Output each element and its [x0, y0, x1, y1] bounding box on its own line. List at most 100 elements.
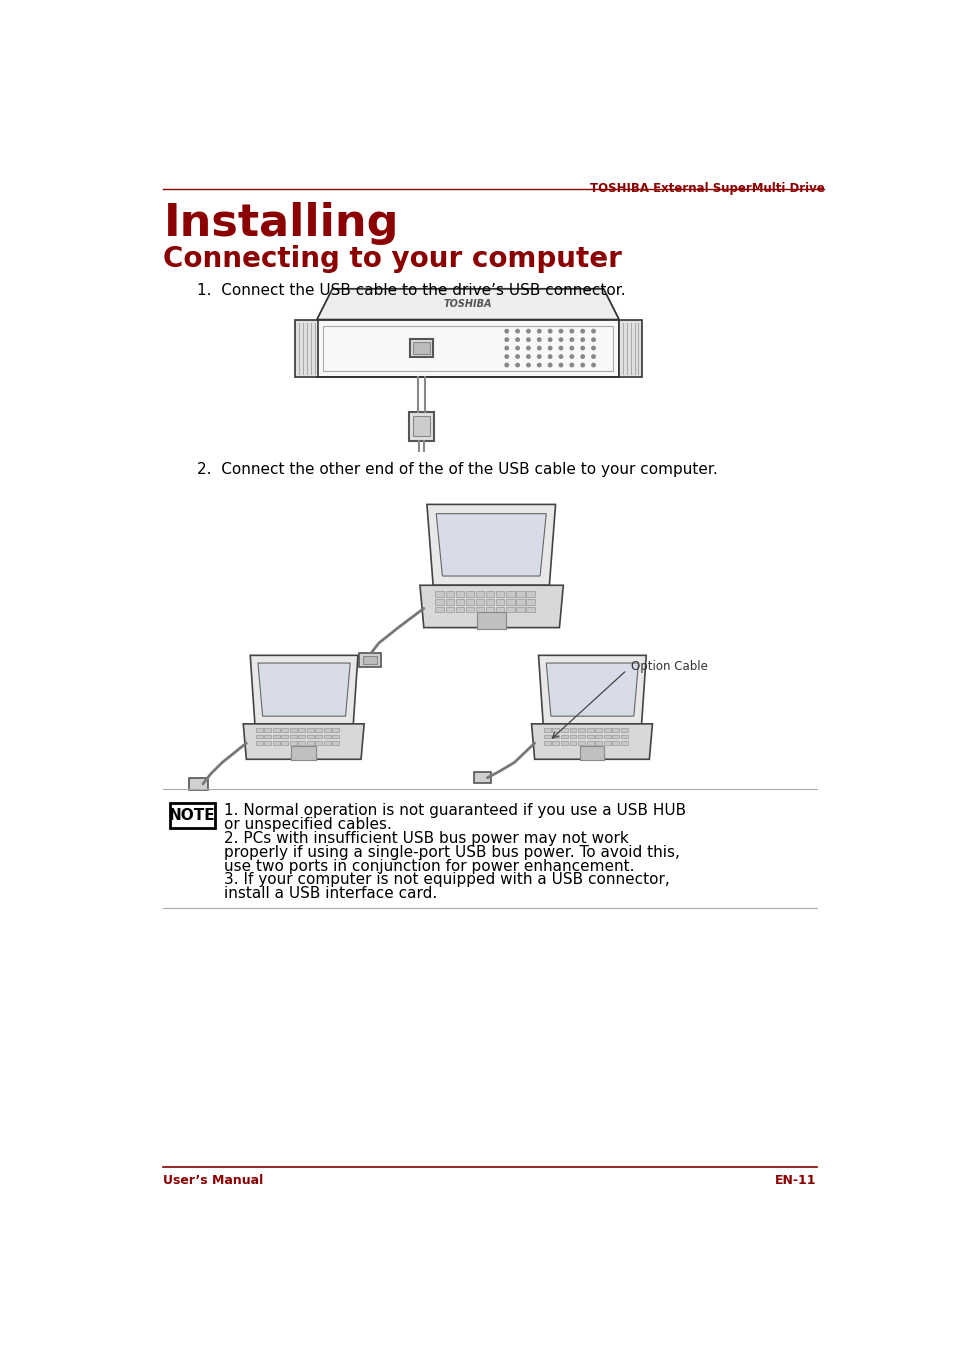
Circle shape	[591, 364, 595, 367]
Bar	[474, 772, 491, 783]
Circle shape	[548, 338, 551, 341]
Bar	[435, 599, 443, 604]
Bar	[255, 728, 262, 732]
Circle shape	[570, 346, 573, 349]
Text: Installing: Installing	[163, 202, 398, 245]
Bar	[465, 592, 474, 597]
Bar	[332, 735, 339, 739]
Bar	[281, 735, 288, 739]
Circle shape	[591, 338, 595, 341]
Bar	[578, 735, 584, 739]
Circle shape	[591, 329, 595, 333]
Bar	[316, 319, 618, 377]
Polygon shape	[257, 663, 350, 716]
Bar	[323, 741, 331, 744]
Circle shape	[526, 338, 530, 341]
Text: properly if using a single-port USB bus power. To avoid this,: properly if using a single-port USB bus …	[224, 845, 679, 860]
Bar	[578, 728, 584, 732]
Circle shape	[516, 364, 518, 367]
Bar	[612, 735, 618, 739]
Circle shape	[526, 355, 530, 359]
Text: 1. Normal operation is not guaranteed if you use a USB HUB: 1. Normal operation is not guaranteed if…	[224, 803, 685, 818]
Bar	[445, 607, 454, 612]
Bar	[603, 741, 610, 744]
Bar	[273, 728, 279, 732]
Bar	[586, 728, 593, 732]
Bar	[560, 741, 567, 744]
Bar	[525, 592, 534, 597]
Bar	[485, 592, 494, 597]
Circle shape	[558, 355, 562, 359]
Circle shape	[548, 364, 551, 367]
Bar	[323, 735, 331, 739]
Bar	[456, 599, 464, 604]
Circle shape	[570, 338, 573, 341]
Circle shape	[526, 346, 530, 349]
Polygon shape	[250, 655, 357, 724]
Bar	[359, 652, 381, 667]
Text: install a USB interface card.: install a USB interface card.	[224, 887, 436, 902]
Bar	[323, 728, 331, 732]
Circle shape	[548, 346, 551, 349]
Bar	[409, 412, 434, 441]
Bar	[560, 728, 567, 732]
Circle shape	[558, 329, 562, 333]
Polygon shape	[427, 504, 555, 585]
Text: TOSHIBA External SuperMulti Drive: TOSHIBA External SuperMulti Drive	[589, 182, 823, 194]
Bar	[543, 741, 550, 744]
Bar	[332, 741, 339, 744]
Bar	[445, 599, 454, 604]
Text: Connecting to your computer: Connecting to your computer	[163, 245, 621, 272]
Circle shape	[504, 364, 508, 367]
Circle shape	[580, 329, 584, 333]
Bar	[290, 741, 296, 744]
Bar	[290, 728, 296, 732]
Text: 2. PCs with insufficient USB bus power may not work: 2. PCs with insufficient USB bus power m…	[224, 830, 628, 847]
Circle shape	[558, 338, 562, 341]
Bar	[552, 741, 558, 744]
Circle shape	[526, 364, 530, 367]
Bar	[618, 319, 641, 377]
Bar	[465, 607, 474, 612]
Bar	[543, 728, 550, 732]
Bar	[612, 728, 618, 732]
Circle shape	[558, 364, 562, 367]
Circle shape	[570, 329, 573, 333]
Circle shape	[580, 355, 584, 359]
Bar	[264, 728, 271, 732]
Bar	[476, 599, 484, 604]
Circle shape	[537, 364, 540, 367]
Bar	[465, 599, 474, 604]
Bar	[516, 599, 524, 604]
Polygon shape	[531, 724, 652, 759]
Bar	[505, 599, 514, 604]
Bar	[410, 338, 433, 357]
Text: NOTE: NOTE	[169, 807, 215, 824]
Bar	[525, 599, 534, 604]
Text: EN-11: EN-11	[775, 1174, 816, 1186]
Circle shape	[548, 355, 551, 359]
Bar	[516, 592, 524, 597]
Circle shape	[580, 338, 584, 341]
Polygon shape	[546, 663, 638, 716]
Bar	[413, 342, 430, 355]
Text: TOSHIBA: TOSHIBA	[443, 299, 492, 309]
Bar	[413, 417, 430, 435]
Bar	[569, 741, 576, 744]
Bar	[525, 607, 534, 612]
Polygon shape	[537, 655, 645, 724]
Bar	[595, 735, 601, 739]
Bar	[586, 735, 593, 739]
Circle shape	[591, 355, 595, 359]
Bar	[505, 592, 514, 597]
Circle shape	[537, 329, 540, 333]
Circle shape	[537, 346, 540, 349]
Circle shape	[526, 329, 530, 333]
Circle shape	[591, 346, 595, 349]
Bar	[552, 735, 558, 739]
Bar	[445, 592, 454, 597]
Bar	[516, 607, 524, 612]
Circle shape	[504, 338, 508, 341]
Bar	[456, 592, 464, 597]
Bar	[435, 607, 443, 612]
